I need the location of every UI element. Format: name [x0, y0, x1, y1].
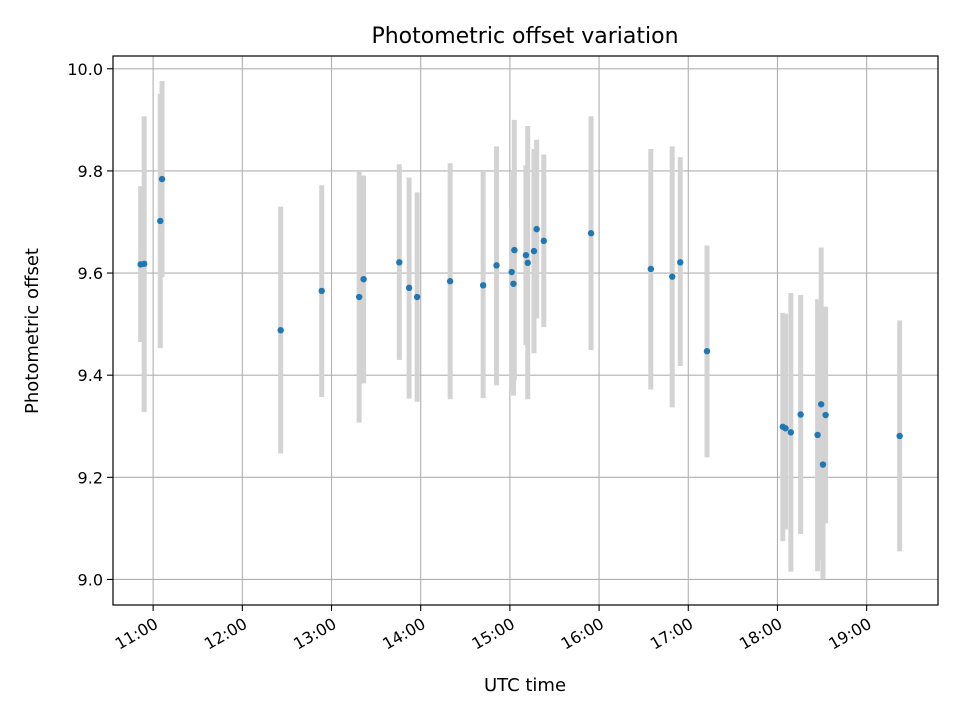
data-point	[819, 461, 827, 468]
data-point	[677, 259, 684, 266]
y-axis-label: Photometric offset	[22, 248, 43, 414]
data-point	[896, 432, 903, 440]
data-point	[522, 251, 530, 259]
x-tick-label: 17:00	[647, 614, 696, 654]
data-point	[405, 284, 413, 292]
data-point	[540, 237, 547, 245]
data-point	[396, 259, 403, 266]
data-point	[157, 217, 164, 225]
data-point	[413, 293, 421, 301]
x-tick-label: 12:00	[201, 614, 250, 654]
data-point	[669, 273, 676, 280]
data-point	[817, 401, 825, 408]
x-tick-label: 13:00	[290, 614, 339, 654]
data-points	[137, 175, 903, 468]
data-point	[360, 275, 367, 283]
x-tick-label: 15:00	[468, 614, 517, 654]
data-point	[493, 262, 500, 269]
y-tick-label: 9.0	[78, 570, 103, 589]
chart-title: Photometric offset variation	[371, 24, 678, 49]
y-tick-label: 10.0	[67, 60, 103, 79]
x-axis-ticks: 11:00 12:00 13:00 14:00 15:00 16:00 17:00 18:00…	[112, 605, 875, 654]
data-point	[797, 411, 804, 418]
data-point	[318, 287, 325, 295]
data-point	[647, 265, 655, 273]
x-tick-label: 16:00	[558, 614, 607, 654]
x-axis-label: UTC time	[484, 675, 566, 696]
x-tick-label: 18:00	[736, 614, 785, 654]
y-axis-ticks: 9.0 9.2 9.4 9.6 9.8 10.0	[67, 60, 113, 589]
x-tick-label: 19:00	[825, 614, 874, 654]
y-tick-label: 9.4	[78, 366, 103, 385]
data-point	[277, 327, 284, 334]
data-point	[510, 280, 517, 287]
plot-area-frame	[112, 55, 939, 606]
y-tick-label: 9.6	[78, 264, 103, 283]
data-point	[141, 260, 148, 268]
y-tick-label: 9.2	[78, 468, 103, 487]
data-point	[822, 411, 829, 419]
error-bars	[138, 81, 903, 580]
data-point	[782, 425, 789, 432]
data-point	[530, 247, 538, 255]
data-point	[158, 175, 166, 183]
data-point	[479, 282, 487, 289]
x-tick-label: 11:00	[112, 614, 161, 654]
data-point	[508, 268, 515, 276]
y-tick-label: 9.8	[78, 162, 103, 181]
data-point	[355, 293, 363, 301]
data-point	[814, 431, 821, 439]
data-point	[587, 230, 595, 237]
data-point	[524, 259, 531, 267]
data-point	[511, 246, 518, 254]
data-point	[446, 278, 454, 285]
x-tick-label: 14:00	[379, 614, 428, 654]
data-point	[533, 225, 540, 233]
data-point	[703, 347, 711, 355]
data-point	[787, 429, 795, 436]
